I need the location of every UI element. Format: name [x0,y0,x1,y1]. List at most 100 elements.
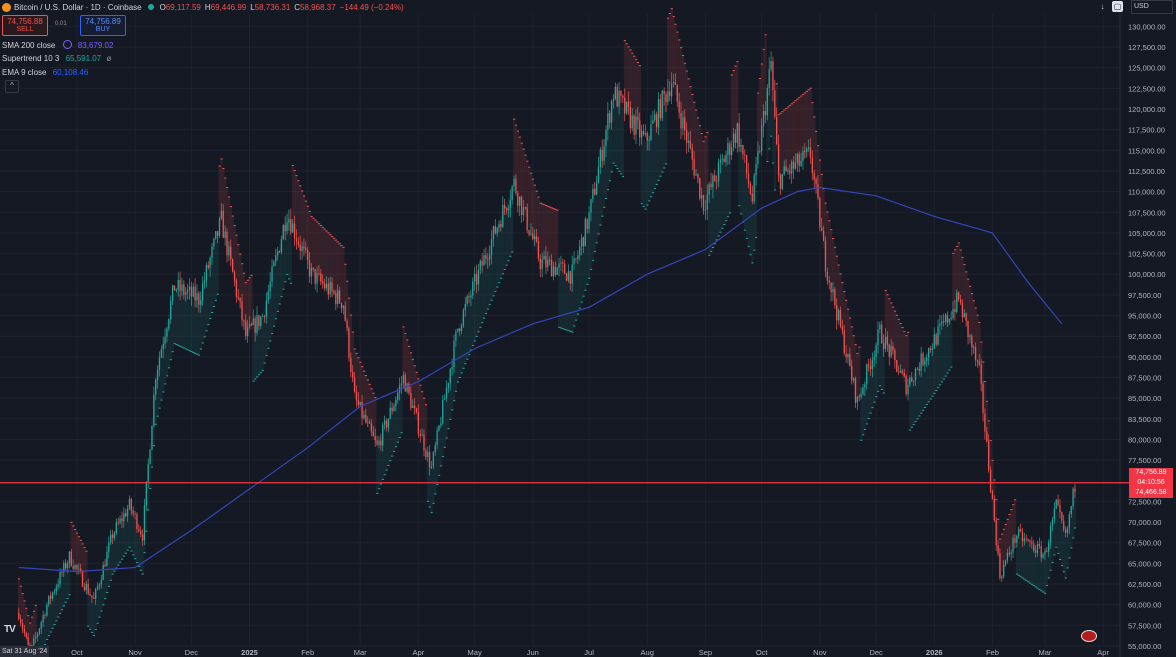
supertrend-band [29,623,32,655]
supertrend-line [995,499,998,501]
buy-button[interactable]: 74,756.89 BUY [80,15,126,36]
supertrend-band [925,352,929,405]
supertrend-band [194,297,197,354]
supertrend-band [119,521,122,563]
supertrend-line [449,418,452,420]
candle-body [766,88,768,116]
candle-body [128,498,131,509]
supertrend-band [880,335,883,390]
collapse-legend-button[interactable]: ^ [5,80,19,93]
supertrend-band [749,191,752,255]
candle-body [284,225,286,232]
candle-body [933,334,935,349]
indicator-hidden-icon[interactable]: ø [106,54,112,63]
tradingview-logo[interactable]: TV [4,624,16,635]
supertrend-line [197,354,201,356]
supertrend-line [327,232,330,234]
supertrend-band [394,397,398,447]
supertrend-band [261,315,264,371]
candle-body [828,280,830,283]
supertrend-line [424,404,428,406]
candle-body [579,246,581,256]
supertrend-band [571,274,574,333]
supertrend-band [612,92,615,164]
supertrend-line [111,573,114,575]
maximize-icon[interactable]: ▢ [1112,1,1123,12]
candle-body [496,227,498,234]
candle-body [173,285,176,291]
supertrend-line [633,55,636,57]
sma-200-line [18,186,1063,573]
supertrend-line [507,260,510,262]
candle-body [708,183,710,195]
supertrend-band [959,250,962,306]
candle-body [663,90,665,95]
symbol-title[interactable]: Bitcoin / U.S. Dollar · 1D · Coinbase [14,2,142,12]
y-tick-label: 57,500.00 [1128,621,1161,630]
candle-body [33,638,35,646]
supertrend-band [216,233,219,295]
candle-body [427,451,429,457]
supertrend-line [1002,528,1005,530]
currency-selector[interactable]: USD [1131,0,1173,14]
supertrend-line [302,195,306,197]
candle-body [462,310,465,326]
candle-body [659,99,662,119]
indicator-settings-icon[interactable] [62,40,72,49]
flag-icon[interactable] [1081,630,1097,642]
supertrend-band [70,522,73,561]
supertrend-line [708,254,711,256]
supertrend-band [1023,539,1026,580]
supertrend-band [689,86,692,153]
supertrend-line [899,322,902,324]
candle-body [233,271,236,281]
supertrend-band [569,273,572,332]
supertrend-line [319,225,323,227]
supertrend-line [779,112,782,114]
supertrend-line [1047,577,1050,579]
supertrend-line [650,196,653,198]
supertrend-line [755,237,758,239]
supertrend-line [847,308,850,310]
supertrend-line [573,325,576,327]
supertrend-band [357,357,360,407]
supertrend-line [665,163,668,165]
supertrend-line [64,601,67,603]
supertrend-line [837,264,840,266]
indicator-sma-200[interactable]: SMA 200 close 83,679.02 [2,40,113,50]
indicator-supertrend[interactable]: Supertrend 10 3 65,591.07 ø [2,54,111,63]
supertrend-band [650,128,653,197]
candle-body [674,82,677,85]
candle-body [736,123,738,143]
candle-body [864,384,866,388]
supertrend-band [961,257,964,313]
supertrend-band [1070,506,1073,548]
supertrend-line [466,358,469,360]
candle-body [605,130,607,147]
supertrend-band [104,560,107,599]
supertrend-band [340,245,343,302]
supertrend-band [1030,545,1034,585]
supertrend-line [676,31,679,33]
supertrend-band [768,77,771,149]
download-icon[interactable]: ↓ [1100,2,1105,11]
supertrend-line [57,616,60,618]
supertrend-line [98,616,101,618]
supertrend-line [997,518,1000,520]
supertrend-line [456,381,459,383]
candle-body [61,571,63,573]
candle-body [74,565,76,570]
candle-body [430,466,433,468]
candle-body [980,364,982,384]
candle-body [894,350,896,361]
candle-body [51,592,54,599]
supertrend-line [490,299,493,301]
supertrend-line [483,317,486,319]
supertrend-band [967,279,970,333]
supertrend-band [556,210,559,269]
sell-button[interactable]: 74,756.88 SELL [2,15,48,36]
candle-body [96,586,99,589]
supertrend-band [389,412,392,461]
indicator-ema-9[interactable]: EMA 9 close 60,108.46 [2,68,88,77]
